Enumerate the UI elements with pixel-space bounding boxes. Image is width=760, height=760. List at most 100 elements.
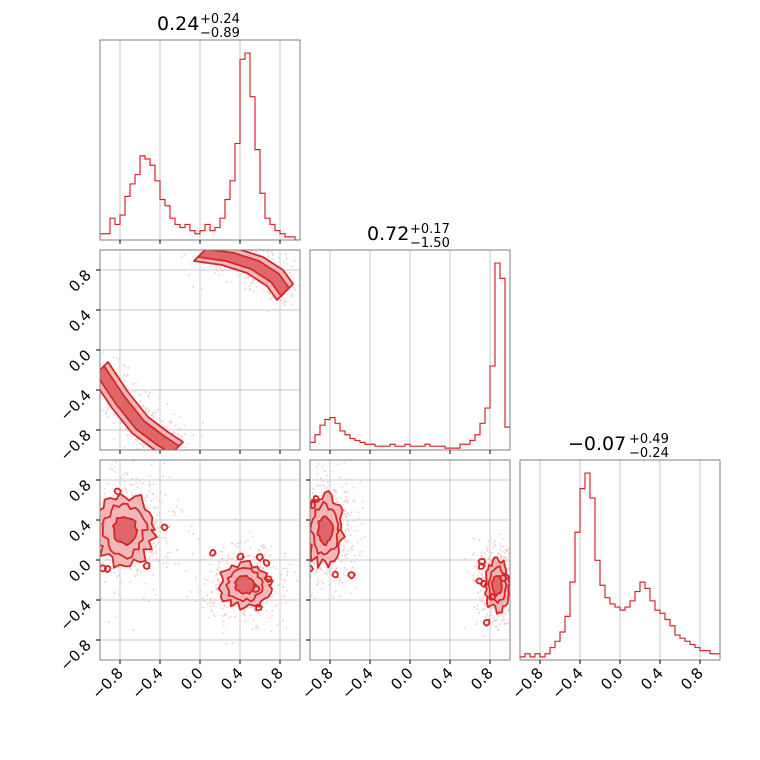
scatter-point — [301, 528, 303, 530]
scatter-point — [78, 547, 80, 549]
scatter-point — [149, 474, 152, 477]
scatter-point — [347, 512, 349, 515]
x-tick-label: 0.0 — [177, 664, 207, 694]
scatter-point — [95, 535, 97, 537]
scatter-point — [344, 478, 347, 481]
scatter-point — [126, 491, 129, 494]
scatter-point — [139, 479, 141, 482]
scatter-point — [156, 506, 159, 508]
scatter-point — [506, 619, 509, 622]
scatter-point — [217, 577, 220, 580]
scatter-point — [349, 533, 352, 536]
scatter-point — [114, 457, 116, 459]
title-minus: −0.24 — [629, 446, 669, 461]
scatter-point — [161, 501, 164, 504]
scatter-point — [487, 562, 489, 565]
scatter-point — [154, 454, 156, 456]
scatter-point — [511, 588, 513, 590]
scatter-point — [98, 539, 100, 541]
scatter-point — [185, 247, 187, 249]
scatter-point — [103, 493, 106, 495]
scatter-point — [333, 597, 335, 599]
scatter-point — [95, 514, 97, 516]
scatter-point — [507, 567, 510, 570]
y-tick-label: 0.8 — [65, 476, 95, 506]
scatter-point — [284, 580, 287, 582]
scatter-point — [341, 486, 343, 489]
scatter-point — [239, 540, 242, 543]
scatter-point — [152, 552, 155, 555]
scatter-point — [303, 590, 305, 592]
scatter-point — [280, 299, 283, 302]
scatter-point — [208, 616, 210, 619]
scatter-point — [203, 243, 205, 245]
scatter-point — [216, 241, 218, 243]
scatter-point — [512, 577, 514, 579]
contour-line-inner — [100, 365, 180, 450]
scatter-point — [88, 477, 90, 479]
scatter-point — [221, 615, 224, 617]
scatter-point — [476, 621, 479, 624]
scatter-point — [344, 512, 346, 515]
scatter-point — [486, 549, 489, 552]
scatter-point — [254, 627, 257, 629]
scatter-point — [289, 516, 291, 518]
scatter-point — [97, 454, 99, 456]
scatter-point — [145, 506, 147, 509]
scatter-point — [502, 545, 504, 548]
scatter-point — [114, 471, 117, 473]
contour-island — [264, 575, 273, 583]
scatter-point — [161, 537, 164, 540]
scatter-point — [473, 537, 475, 540]
scatter-point — [192, 286, 195, 288]
scatter-point — [252, 556, 255, 559]
scatter-point — [144, 582, 147, 585]
scatter-point — [181, 256, 183, 259]
scatter-point — [270, 250, 273, 253]
contour-island — [475, 577, 484, 585]
scatter-point — [89, 581, 91, 583]
scatter-point — [135, 478, 138, 481]
scatter-point — [162, 562, 165, 565]
scatter-point — [511, 581, 513, 583]
scatter-point — [122, 364, 125, 366]
scatter-point — [266, 600, 269, 603]
scatter-point — [80, 508, 82, 510]
scatter-point — [89, 510, 91, 512]
scatter-point — [214, 272, 216, 274]
scatter-point — [271, 296, 274, 299]
scatter-point — [521, 551, 523, 553]
scatter-point — [325, 573, 328, 576]
scatter-point — [201, 434, 204, 437]
contour-line-outer — [193, 250, 294, 301]
scatter-point — [117, 566, 120, 569]
scatter-point — [170, 452, 172, 454]
scatter-point — [490, 560, 493, 563]
scatter-point — [252, 279, 255, 282]
scatter-point — [346, 501, 349, 503]
scatter-point — [148, 483, 151, 486]
scatter-point — [192, 533, 195, 535]
scatter-point — [284, 304, 287, 307]
scatter-point — [320, 494, 323, 497]
scatter-point — [207, 602, 209, 605]
scatter-point — [113, 494, 116, 497]
title-param-1: 0.24 +0.24 −0.89 — [157, 12, 240, 41]
scatter-point — [152, 411, 154, 414]
scatter-point — [495, 618, 498, 621]
scatter-point — [316, 568, 319, 571]
scatter-point — [283, 261, 285, 264]
scatter-point — [508, 608, 510, 611]
scatter-point — [307, 504, 309, 506]
scatter-point — [250, 606, 253, 609]
scatter-point — [254, 247, 256, 249]
scatter-point — [131, 494, 134, 497]
scatter-point — [231, 237, 233, 239]
contour-island — [236, 552, 245, 561]
scatter-point — [162, 420, 164, 422]
scatter-point — [289, 563, 291, 566]
scatter-point — [291, 295, 294, 298]
scatter-point — [169, 422, 172, 425]
scatter-point — [286, 574, 289, 576]
contour-layers — [100, 250, 294, 450]
